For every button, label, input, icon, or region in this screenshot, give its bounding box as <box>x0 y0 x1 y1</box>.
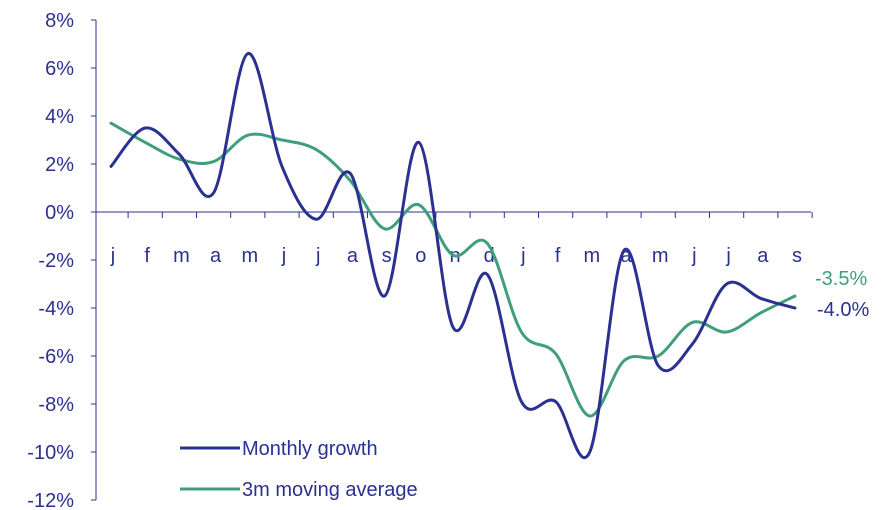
end-labels: -3.5% -4.0% <box>815 268 869 321</box>
y-tick-label: -2% <box>38 250 74 272</box>
end-label-monthly-growth: -4.0% <box>817 299 869 321</box>
y-tick-label: 0% <box>45 202 74 224</box>
legend-label-monthly-growth: Monthly growth <box>242 438 378 460</box>
x-tick-label: m <box>241 245 258 267</box>
x-tick-label: o <box>415 245 426 267</box>
x-tick-label: j <box>725 245 730 267</box>
y-tick-label: 4% <box>45 106 74 128</box>
x-tick-label: m <box>173 245 190 267</box>
x-tick-label: f <box>144 245 150 267</box>
x-tick-label: j <box>281 245 286 267</box>
series-layer <box>109 52 797 459</box>
x-tick-label: j <box>691 245 696 267</box>
end-label-moving-average: -3.5% <box>815 268 867 290</box>
y-tick-label: -12% <box>27 490 74 510</box>
x-tick-label: j <box>315 245 320 267</box>
y-tick-label: -6% <box>38 346 74 368</box>
x-tick-label: f <box>555 245 561 267</box>
legend: Monthly growth 3m moving average <box>180 438 418 501</box>
y-tick-label: -8% <box>38 394 74 416</box>
y-tick-label: 6% <box>45 58 74 80</box>
x-tick-label: j <box>520 245 525 267</box>
y-tick-label: 8% <box>45 10 74 32</box>
y-axis: 8% 6% 4% 2% 0% -2% -4% -6% -8% -10% -12% <box>27 10 97 510</box>
x-tick-label: s <box>792 245 802 267</box>
x-tick-label: d <box>484 245 495 267</box>
series-line-3m-moving-average <box>109 121 797 418</box>
series-line-monthly-growth <box>109 52 797 459</box>
x-tick-label: j <box>110 245 115 267</box>
x-tick-label: s <box>382 245 392 267</box>
x-tick-label: a <box>757 245 769 267</box>
y-tick-label: 2% <box>45 154 74 176</box>
x-tick-label: m <box>583 245 600 267</box>
x-tick-label: m <box>652 245 669 267</box>
legend-label-3m-moving-average: 3m moving average <box>242 479 418 501</box>
x-tick-label: a <box>347 245 359 267</box>
x-tick-label: a <box>210 245 222 267</box>
y-tick-label: -10% <box>27 442 74 464</box>
y-tick-label: -4% <box>38 298 74 320</box>
